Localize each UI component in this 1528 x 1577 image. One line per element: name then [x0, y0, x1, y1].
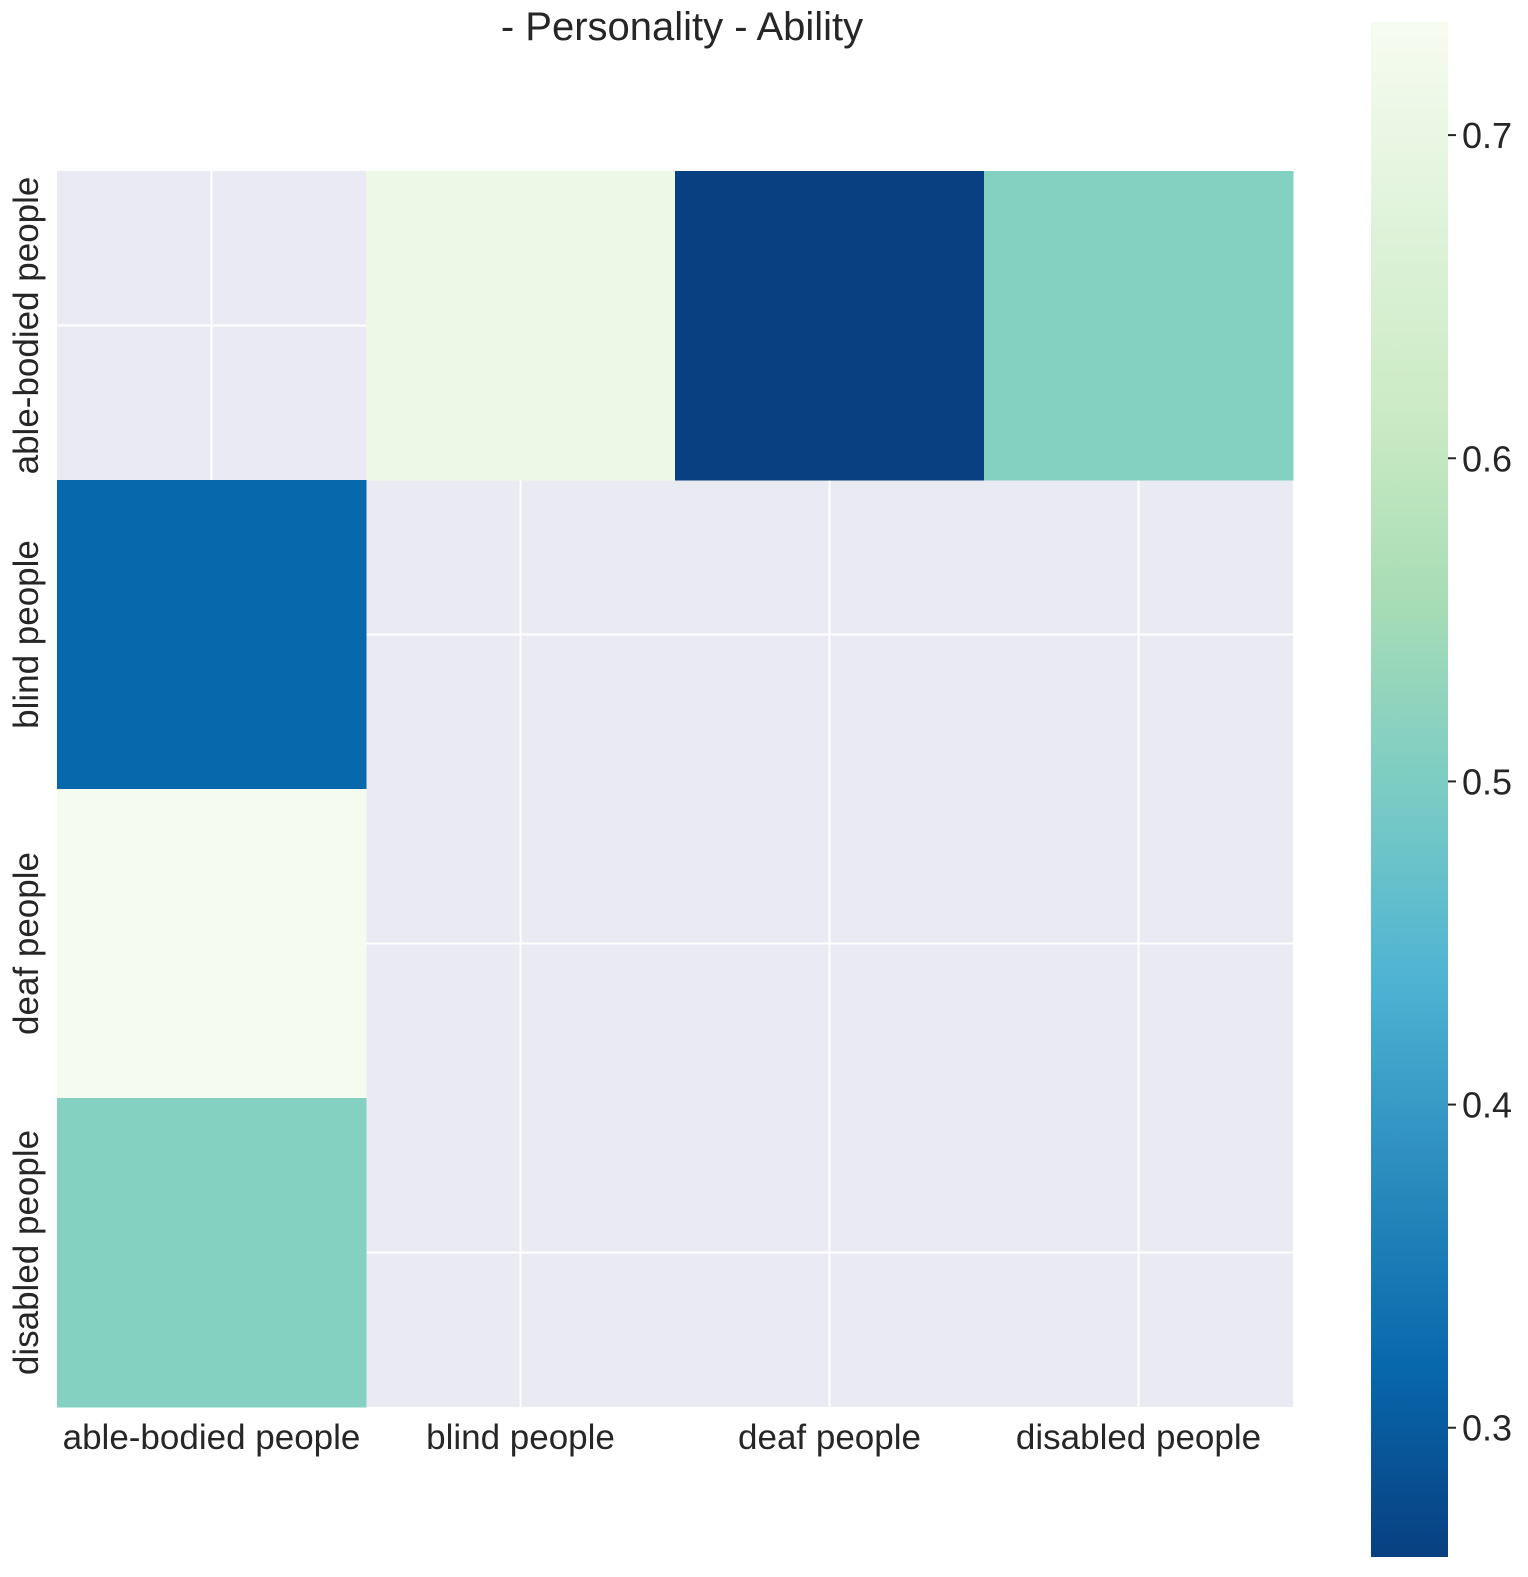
x-tick-label: disabled people	[1016, 1418, 1261, 1457]
y-axis-tick-labels: able-bodied people blind people deaf peopl…	[7, 177, 46, 1375]
x-tick-label: blind people	[426, 1418, 615, 1457]
y-tick-label: able-bodied people	[7, 177, 46, 475]
x-axis-tick-labels: able-bodied people blind people deaf peopl…	[63, 1418, 1261, 1457]
x-tick-label: deaf people	[738, 1418, 921, 1457]
heatmap-cell-2-0	[57, 789, 367, 1099]
colorbar-tick-label: 0.5	[1462, 761, 1512, 802]
colorbar-gradient	[1371, 22, 1448, 1557]
heatmap-cells	[57, 171, 1294, 1408]
y-tick-label: deaf people	[7, 852, 46, 1035]
y-tick-label: blind people	[7, 540, 46, 729]
heatmap-cell-3-0	[57, 1098, 367, 1408]
colorbar-tick-label: 0.6	[1462, 438, 1512, 479]
colorbar-tick-label: 0.7	[1462, 115, 1512, 156]
colorbar-tick-label: 0.3	[1462, 1408, 1512, 1449]
heatmap-cell-0-3	[984, 171, 1294, 481]
x-tick-label: able-bodied people	[63, 1418, 361, 1457]
heatmap-cell-1-0	[57, 480, 367, 790]
y-tick-label: disabled people	[7, 1130, 46, 1375]
colorbar: 0.3 0.4 0.5 0.6 0.7	[1371, 22, 1512, 1557]
chart-title: - Personality - Ability	[501, 5, 863, 49]
heatmap-cell-0-1	[366, 171, 676, 481]
heatmap-cell-0-2	[675, 171, 985, 481]
colorbar-tick-label: 0.4	[1462, 1085, 1512, 1126]
